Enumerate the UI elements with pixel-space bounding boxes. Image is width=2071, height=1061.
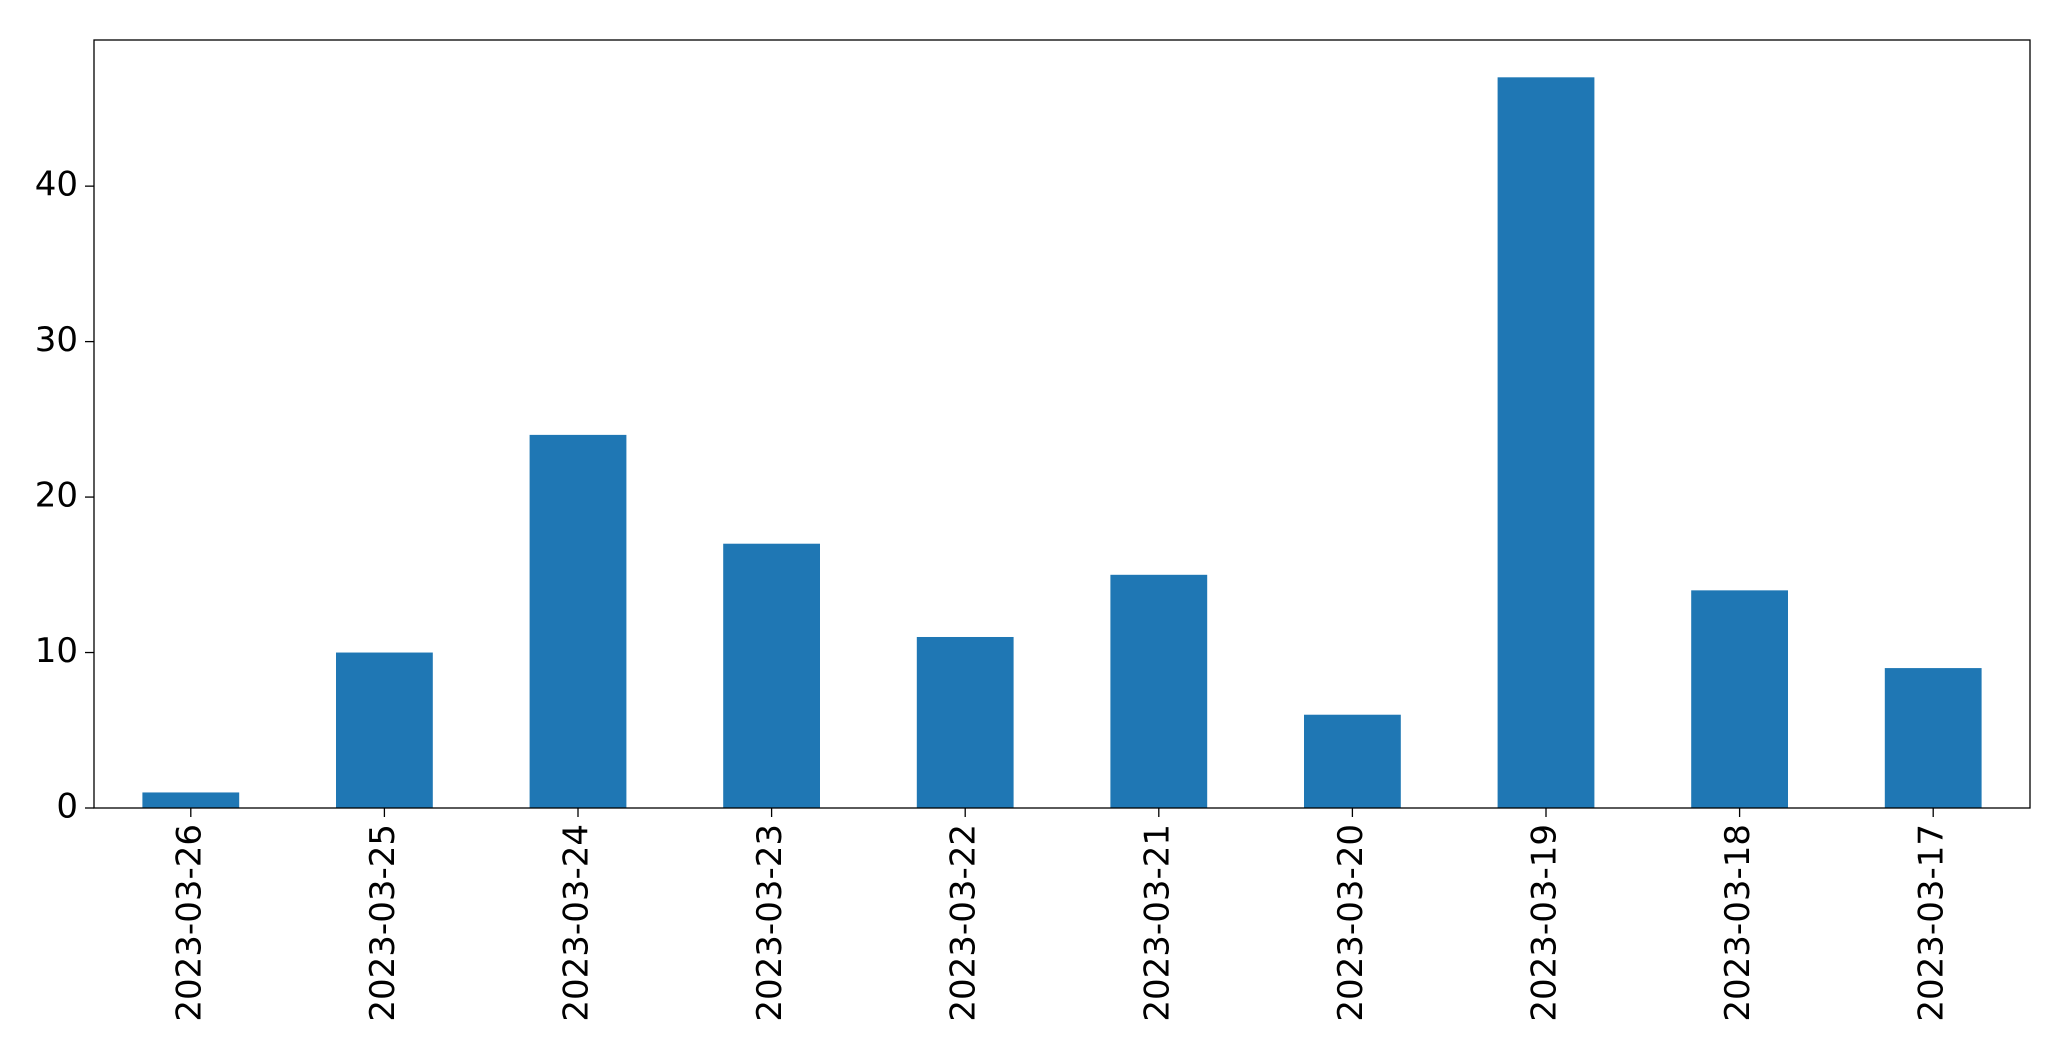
x-tick-label: 2023-03-20: [1331, 824, 1371, 1022]
y-tick-label: 40: [35, 165, 78, 205]
plot-frame: [93, 39, 2031, 809]
bar: [916, 636, 1014, 808]
bar: [1497, 77, 1595, 808]
x-tick-label: 2023-03-25: [363, 824, 403, 1022]
x-tick-label: 2023-03-19: [1525, 824, 1565, 1022]
x-tick-label: 2023-03-18: [1718, 824, 1758, 1022]
y-tick-label: 30: [35, 320, 78, 360]
y-tick-label: 0: [56, 787, 78, 827]
y-tick-label: 20: [35, 476, 78, 516]
bar: [723, 543, 820, 808]
x-tick-label: 2023-03-22: [944, 824, 984, 1022]
bar: [1691, 590, 1788, 808]
x-tick-label: 2023-03-17: [1912, 824, 1952, 1022]
bar: [1110, 574, 1208, 808]
x-tick-label: 2023-03-23: [750, 824, 790, 1022]
bar: [529, 434, 627, 808]
bar: [142, 792, 240, 808]
bar: [336, 652, 433, 808]
x-tick-label: 2023-03-24: [557, 824, 597, 1022]
bar: [1884, 668, 1982, 808]
bar: [1304, 714, 1401, 808]
x-tick-label: 2023-03-26: [169, 824, 209, 1022]
x-tick-label: 2023-03-21: [1137, 824, 1177, 1022]
y-tick-label: 10: [35, 631, 78, 671]
